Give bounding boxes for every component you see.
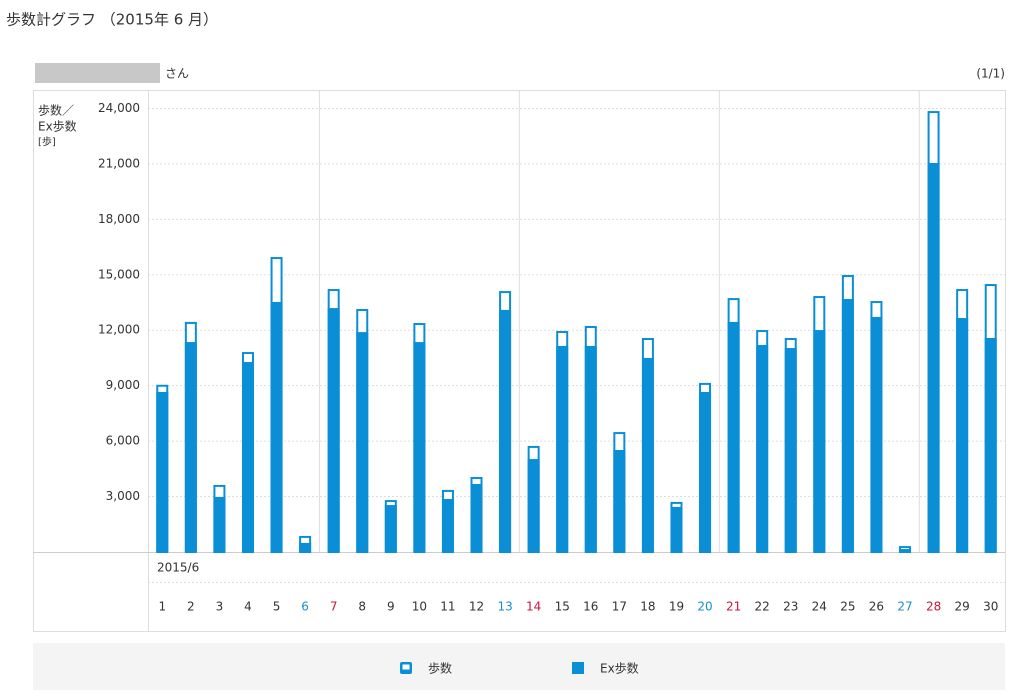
legend-box [33,643,1005,690]
bar [984,338,997,552]
x-tick-label: 25 [840,600,855,614]
x-tick-label: 20 [697,600,712,614]
x-tick-label: 12 [469,600,484,614]
x-tick-label: 5 [273,600,281,614]
page-indicator: (1/1) [976,67,1005,81]
y-tick-label: 6,000 [106,434,140,448]
bar [470,483,483,552]
bar [927,162,940,552]
x-tick-label: 26 [869,600,884,614]
y-label: [歩] [38,135,56,148]
bar [270,301,283,552]
y-label: 歩数／ [38,103,74,118]
bar [527,459,540,552]
legend-label: 歩数 [428,661,452,676]
y-tick-label: 3,000 [106,489,140,503]
y-tick-label: 21,000 [98,156,140,170]
bar [499,309,512,552]
x-tick-label: 17 [612,600,627,614]
bar [956,318,969,552]
x-tick-label: 6 [301,600,309,614]
bar [241,362,254,552]
bar [841,299,854,552]
bar [327,308,340,552]
bar [613,449,626,552]
bar [670,506,683,552]
bar [299,542,312,552]
x-tick-label: 11 [440,600,455,614]
page-title: 歩数計グラフ （2015年 6 月） [6,11,218,29]
bar [813,330,826,552]
bar [156,391,169,552]
x-tick-label: 19 [669,600,684,614]
y-tick-label: 9,000 [106,378,140,392]
bar [213,496,226,552]
bar [899,549,912,552]
x-tick-label: 15 [555,600,570,614]
x-tick-label: 9 [387,600,395,614]
bar [870,316,883,552]
x-tick-label: 22 [755,600,770,614]
y-tick-label: 15,000 [98,267,140,281]
bar [556,345,569,552]
bar [413,342,426,552]
bar [441,498,454,552]
x-tick-label: 13 [497,600,512,614]
bar [584,345,597,552]
y-tick-label: 24,000 [98,101,140,115]
y-tick-label: 18,000 [98,212,140,226]
legend-label: Ex歩数 [600,661,639,676]
legend-swatch-inner [402,664,410,670]
y-label: Ex歩数 [38,119,77,134]
x-tick-label: 27 [897,600,912,614]
x-tick-label: 4 [244,600,252,614]
redacted-name [35,63,160,83]
x-tick-label: 10 [412,600,427,614]
x-tick-label: 23 [783,600,798,614]
x-tick-label: 21 [726,600,741,614]
bar [784,347,797,552]
x-tick-label: 29 [955,600,970,614]
x-tick-label: 24 [812,600,827,614]
x-tick-label: 14 [526,600,541,614]
x-tick-label: 8 [358,600,366,614]
bar [699,391,712,552]
x-tick-label: 1 [158,600,166,614]
bar [184,342,197,552]
x-tick-label: 16 [583,600,598,614]
y-tick-label: 12,000 [98,323,140,337]
x-tick-label: 30 [983,600,998,614]
bar [384,505,397,552]
bar [756,345,769,552]
x-label: 2015/6 [157,561,199,575]
user-suffix: さん [165,67,189,81]
x-tick-label: 18 [640,600,655,614]
x-tick-label: 2 [187,600,195,614]
bar [641,357,654,552]
bar [727,321,740,552]
x-tick-label: 28 [926,600,941,614]
x-tick-label: 7 [330,600,338,614]
legend-swatch [572,662,584,674]
bar [356,332,369,552]
x-tick-label: 3 [216,600,224,614]
